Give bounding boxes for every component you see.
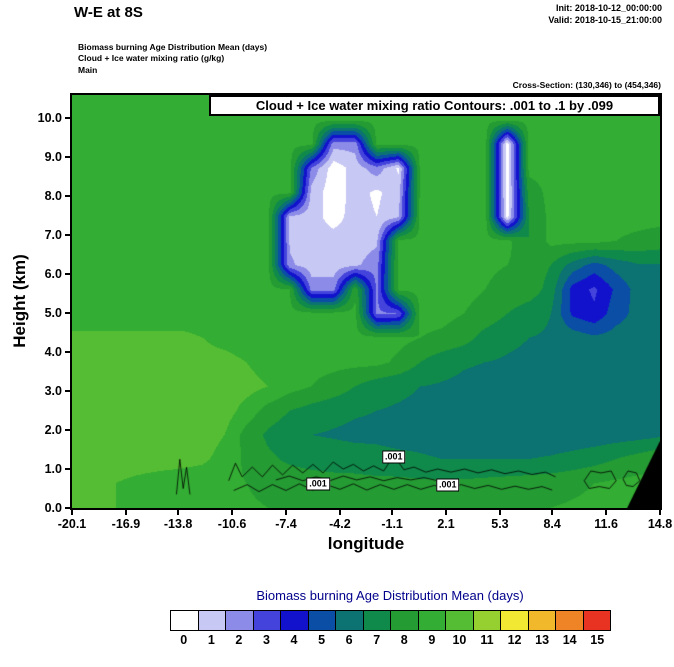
y-axis-tick-label: 10.0 <box>37 111 62 126</box>
colorbar-tick-labels: 0 1 2 3 4 5 6 7 8 9 10 11 12 13 14 15 <box>170 633 611 647</box>
x-axis-tick <box>659 508 661 515</box>
x-axis-tick-label: -1.1 <box>381 517 403 531</box>
y-axis-tick-label: 4.0 <box>44 345 62 360</box>
valid-time: Valid: 2018-10-15_21:00:00 <box>548 14 662 25</box>
y-axis-tick <box>65 117 72 120</box>
x-axis-tick-label: 14.8 <box>647 517 673 531</box>
x-axis-tick <box>284 508 287 515</box>
init-time: Init: 2018-10-12_00:00:00 <box>555 3 662 13</box>
contour-value-label: .001 <box>306 477 330 491</box>
colorbar-tick-label: 10 <box>452 633 467 647</box>
page-title: W-E at 8S <box>74 4 143 21</box>
y-axis-tick-label: 1.0 <box>44 462 62 477</box>
colorbar-tick-label: 14 <box>562 633 577 647</box>
colorbar-cell <box>252 610 281 631</box>
x-axis-tick-label: -16.9 <box>111 517 141 531</box>
x-axis-tick <box>231 508 234 515</box>
x-axis-tick <box>71 508 73 515</box>
colorbar-tick-label: 6 <box>345 633 353 647</box>
x-axis-tick <box>605 508 608 515</box>
y-axis-tick-label: 9.0 <box>44 150 62 165</box>
x-axis-tick-label: -20.1 <box>57 517 87 531</box>
x-axis-tick-label: -4.2 <box>329 517 351 531</box>
colorbar-tick-label: 1 <box>207 633 215 647</box>
colorbar-tick-label: 4 <box>290 633 298 647</box>
colorbar-cell <box>555 610 584 631</box>
y-axis-tick <box>65 351 72 354</box>
field-descriptions: Biomass burning Age Distribution Mean (d… <box>78 42 267 76</box>
colorbar-cell <box>445 610 474 631</box>
x-axis-tick-label: -7.4 <box>275 517 297 531</box>
colorbar-tick-label: 9 <box>428 633 436 647</box>
x-axis-tick-label: 8.4 <box>543 517 561 531</box>
contour-value-label: .001 <box>435 478 460 492</box>
x-axis-tick <box>338 508 341 515</box>
colorbar-cell <box>170 610 199 631</box>
colorbar-cell <box>472 610 501 631</box>
colorbar-cell <box>417 610 446 631</box>
colorbar-cell <box>500 610 529 631</box>
colorbar-cell <box>335 610 364 631</box>
x-axis-tick-label: -10.6 <box>217 517 247 531</box>
y-axis-tick <box>65 156 72 159</box>
colorbar <box>170 610 611 631</box>
colorbar-tick-label: 2 <box>235 633 243 647</box>
x-axis-tick <box>498 508 501 515</box>
contour-value-label: .001 <box>382 450 406 464</box>
contour-field-canvas <box>72 95 660 508</box>
plot-title: Cloud + Ice water mixing ratio Contours:… <box>255 98 614 113</box>
colorbar-cell <box>527 610 556 631</box>
colorbar-tick-label: 5 <box>318 633 326 647</box>
colorbar-tick-label: 13 <box>535 633 550 647</box>
y-axis-tick-label: 3.0 <box>44 384 62 399</box>
plot-area: Cloud + Ice water mixing ratio Contours:… <box>70 93 662 510</box>
colorbar-tick-label: 11 <box>480 633 494 647</box>
x-axis-tick <box>445 508 448 515</box>
x-axis-tick-label: 11.6 <box>594 517 618 531</box>
cross-section-label: Cross-Section: (130,346) to (454,346) <box>512 80 661 90</box>
x-axis-tick-label: 2.1 <box>437 517 455 531</box>
plot-title-box: Cloud + Ice water mixing ratio Contours:… <box>209 95 660 116</box>
y-axis-tick-label: 0.0 <box>44 501 62 515</box>
field-line-domain: Main <box>78 64 98 75</box>
y-axis-tick-label: 8.0 <box>44 189 62 204</box>
y-axis-tick <box>65 390 72 393</box>
colorbar-title: Biomass burning Age Distribution Mean (d… <box>256 588 524 603</box>
field-line-shaded: Biomass burning Age Distribution Mean (d… <box>78 42 268 52</box>
y-axis-tick <box>65 273 72 276</box>
colorbar-cell <box>307 610 336 631</box>
x-axis-label: longitude <box>327 534 405 553</box>
y-axis-tick <box>65 507 72 509</box>
x-axis-tick <box>177 508 180 515</box>
colorbar-cell <box>225 610 254 631</box>
field-line-contoured: Cloud + Ice water mixing ratio (g/kg) <box>78 53 225 64</box>
colorbar-tick-label: 15 <box>590 633 605 647</box>
colorbar-tick-label: 12 <box>507 633 522 647</box>
colorbar-tick-label: 0 <box>180 633 188 647</box>
x-axis-tick <box>391 508 394 515</box>
x-axis-tick <box>124 508 127 515</box>
colorbar-tick-label: 3 <box>262 633 270 647</box>
y-axis-tick-label: 2.0 <box>44 423 62 438</box>
x-axis-tick-label: -13.8 <box>163 517 193 531</box>
y-axis-tick <box>65 468 72 471</box>
y-axis-tick <box>65 429 72 432</box>
colorbar-tick-label: 8 <box>400 633 408 647</box>
colorbar-cell <box>390 610 419 631</box>
y-axis-tick-label: 7.0 <box>44 228 62 243</box>
colorbar-cell <box>362 610 391 631</box>
y-axis-tick <box>65 312 72 315</box>
y-axis-tick <box>65 234 72 237</box>
colorbar-cell <box>197 610 226 631</box>
y-axis-tick-label: 6.0 <box>44 267 62 282</box>
y-axis-tick-label: 5.0 <box>44 306 62 321</box>
colorbar-tick-label: 7 <box>373 633 381 647</box>
x-axis-tick <box>551 508 554 515</box>
run-times: Init: 2018-10-12_00:00:00 Valid: 2018-10… <box>548 3 662 26</box>
colorbar-cell <box>582 610 611 631</box>
y-axis-tick <box>65 195 72 198</box>
x-axis-tick-label: 5.3 <box>491 517 509 531</box>
colorbar-cell <box>280 610 309 631</box>
